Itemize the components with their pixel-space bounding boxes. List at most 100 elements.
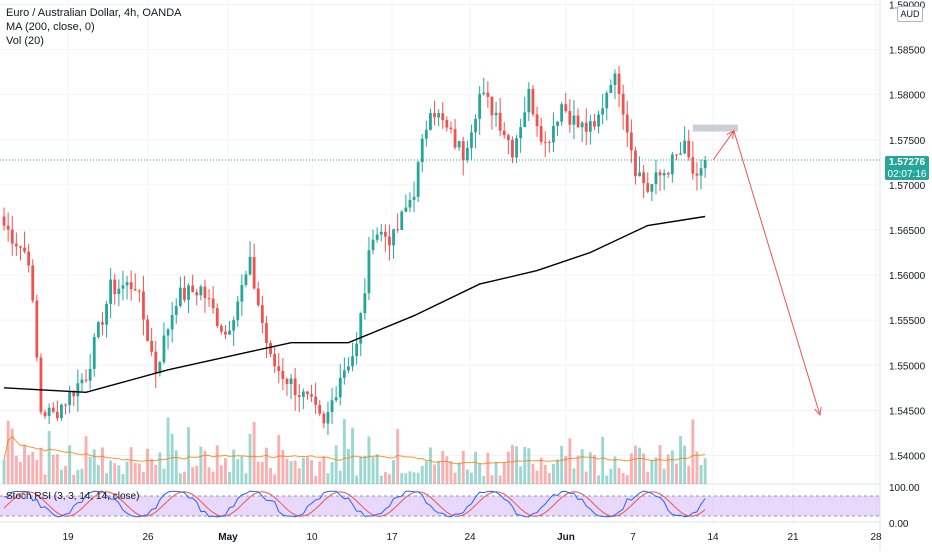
candle-body bbox=[256, 288, 260, 306]
volume-bar bbox=[121, 474, 125, 484]
volume-bar bbox=[634, 445, 637, 484]
candle-body bbox=[158, 362, 162, 374]
volume-bar bbox=[506, 451, 510, 484]
candle-body bbox=[424, 129, 428, 139]
candle-body bbox=[117, 288, 121, 295]
volume-bar bbox=[404, 473, 408, 484]
candle-body bbox=[416, 162, 420, 197]
candle-body bbox=[207, 298, 211, 300]
candle-body bbox=[474, 118, 477, 133]
volume-bar bbox=[203, 450, 207, 484]
candle-body bbox=[137, 290, 141, 292]
candle-body bbox=[638, 172, 641, 177]
candle-body bbox=[482, 92, 486, 94]
volume-bar bbox=[433, 464, 436, 484]
time-tick-label: May bbox=[218, 532, 238, 543]
price-tick-label: 1.57000 bbox=[889, 181, 926, 192]
candle-body bbox=[162, 335, 166, 363]
candle-body bbox=[461, 141, 465, 160]
volume-bar bbox=[23, 444, 26, 484]
volume-bar bbox=[273, 474, 277, 484]
volume-bar bbox=[232, 449, 236, 484]
candle-body bbox=[306, 391, 309, 395]
volume-bar bbox=[429, 447, 432, 484]
volume-bar bbox=[88, 456, 92, 484]
candle-body bbox=[584, 122, 588, 132]
volume-bar bbox=[342, 419, 346, 484]
candle-body bbox=[662, 172, 666, 176]
volume-bar bbox=[314, 475, 318, 484]
candle-body bbox=[27, 251, 31, 266]
candle-body bbox=[224, 331, 227, 335]
candle-body bbox=[683, 140, 687, 154]
volume-bar bbox=[27, 455, 31, 484]
candle-body bbox=[388, 236, 391, 246]
candle-body bbox=[670, 154, 674, 175]
candle-body bbox=[593, 121, 596, 127]
price-tick-label: 1.57500 bbox=[889, 136, 926, 147]
volume-bar bbox=[43, 474, 47, 484]
candle-body bbox=[215, 308, 219, 326]
candle-body bbox=[355, 343, 359, 357]
price-tick-label: 1.56500 bbox=[889, 226, 926, 237]
volume-bar bbox=[51, 454, 55, 484]
volume-bar bbox=[597, 475, 600, 484]
volume-bar bbox=[383, 472, 387, 484]
volume-bar bbox=[117, 465, 121, 484]
time-tick-label: 26 bbox=[142, 532, 154, 543]
time-tick-label: 24 bbox=[464, 532, 476, 543]
candle-body bbox=[453, 129, 457, 148]
volume-bar bbox=[166, 417, 170, 484]
candle-body bbox=[101, 322, 104, 325]
volume-bar bbox=[174, 450, 178, 484]
candle-body bbox=[301, 391, 305, 397]
volume-bar bbox=[609, 468, 613, 484]
volume-bar bbox=[568, 438, 572, 484]
stoch-tick-label: 0.00 bbox=[889, 519, 909, 530]
volume-bar bbox=[96, 464, 100, 484]
candle-body bbox=[84, 379, 88, 381]
candle-body bbox=[412, 196, 416, 200]
volume-bar bbox=[572, 468, 576, 484]
volume-bar bbox=[359, 456, 363, 484]
candle-body bbox=[260, 305, 264, 323]
volume-bar bbox=[187, 427, 190, 484]
volume-bar bbox=[638, 447, 641, 484]
volume-bar bbox=[478, 463, 482, 484]
volume-bar bbox=[105, 473, 108, 484]
candle-body bbox=[170, 315, 174, 330]
candle-body bbox=[23, 247, 26, 252]
candle-body bbox=[498, 112, 502, 131]
volume-bar bbox=[498, 475, 502, 484]
candle-body bbox=[617, 73, 621, 94]
volume-bar bbox=[605, 475, 609, 484]
candle-body bbox=[441, 113, 445, 121]
candle-body bbox=[43, 412, 47, 417]
volume-bar bbox=[658, 445, 662, 484]
volume-bar bbox=[515, 446, 518, 484]
volume-bar bbox=[137, 463, 141, 484]
volume-bar bbox=[449, 461, 453, 484]
volume-bar bbox=[412, 472, 416, 484]
candle-body bbox=[527, 88, 531, 113]
candle-body bbox=[199, 286, 203, 296]
volume-bar bbox=[92, 449, 96, 484]
candle-body bbox=[330, 400, 334, 413]
volume-bar bbox=[511, 445, 514, 484]
candle-body bbox=[351, 356, 354, 367]
volume-bar bbox=[297, 468, 301, 484]
candle-body bbox=[244, 274, 248, 286]
candle-body bbox=[39, 357, 43, 413]
candle-body bbox=[289, 378, 293, 385]
volume-bar bbox=[642, 453, 646, 484]
candle-body bbox=[404, 207, 408, 212]
candle-body bbox=[486, 92, 490, 97]
candle-body bbox=[10, 229, 14, 244]
currency-badge[interactable]: AUD bbox=[897, 6, 923, 22]
volume-bar bbox=[84, 436, 88, 484]
volume-bar bbox=[367, 436, 371, 484]
candle-body bbox=[322, 413, 326, 424]
volume-bar bbox=[60, 469, 63, 484]
